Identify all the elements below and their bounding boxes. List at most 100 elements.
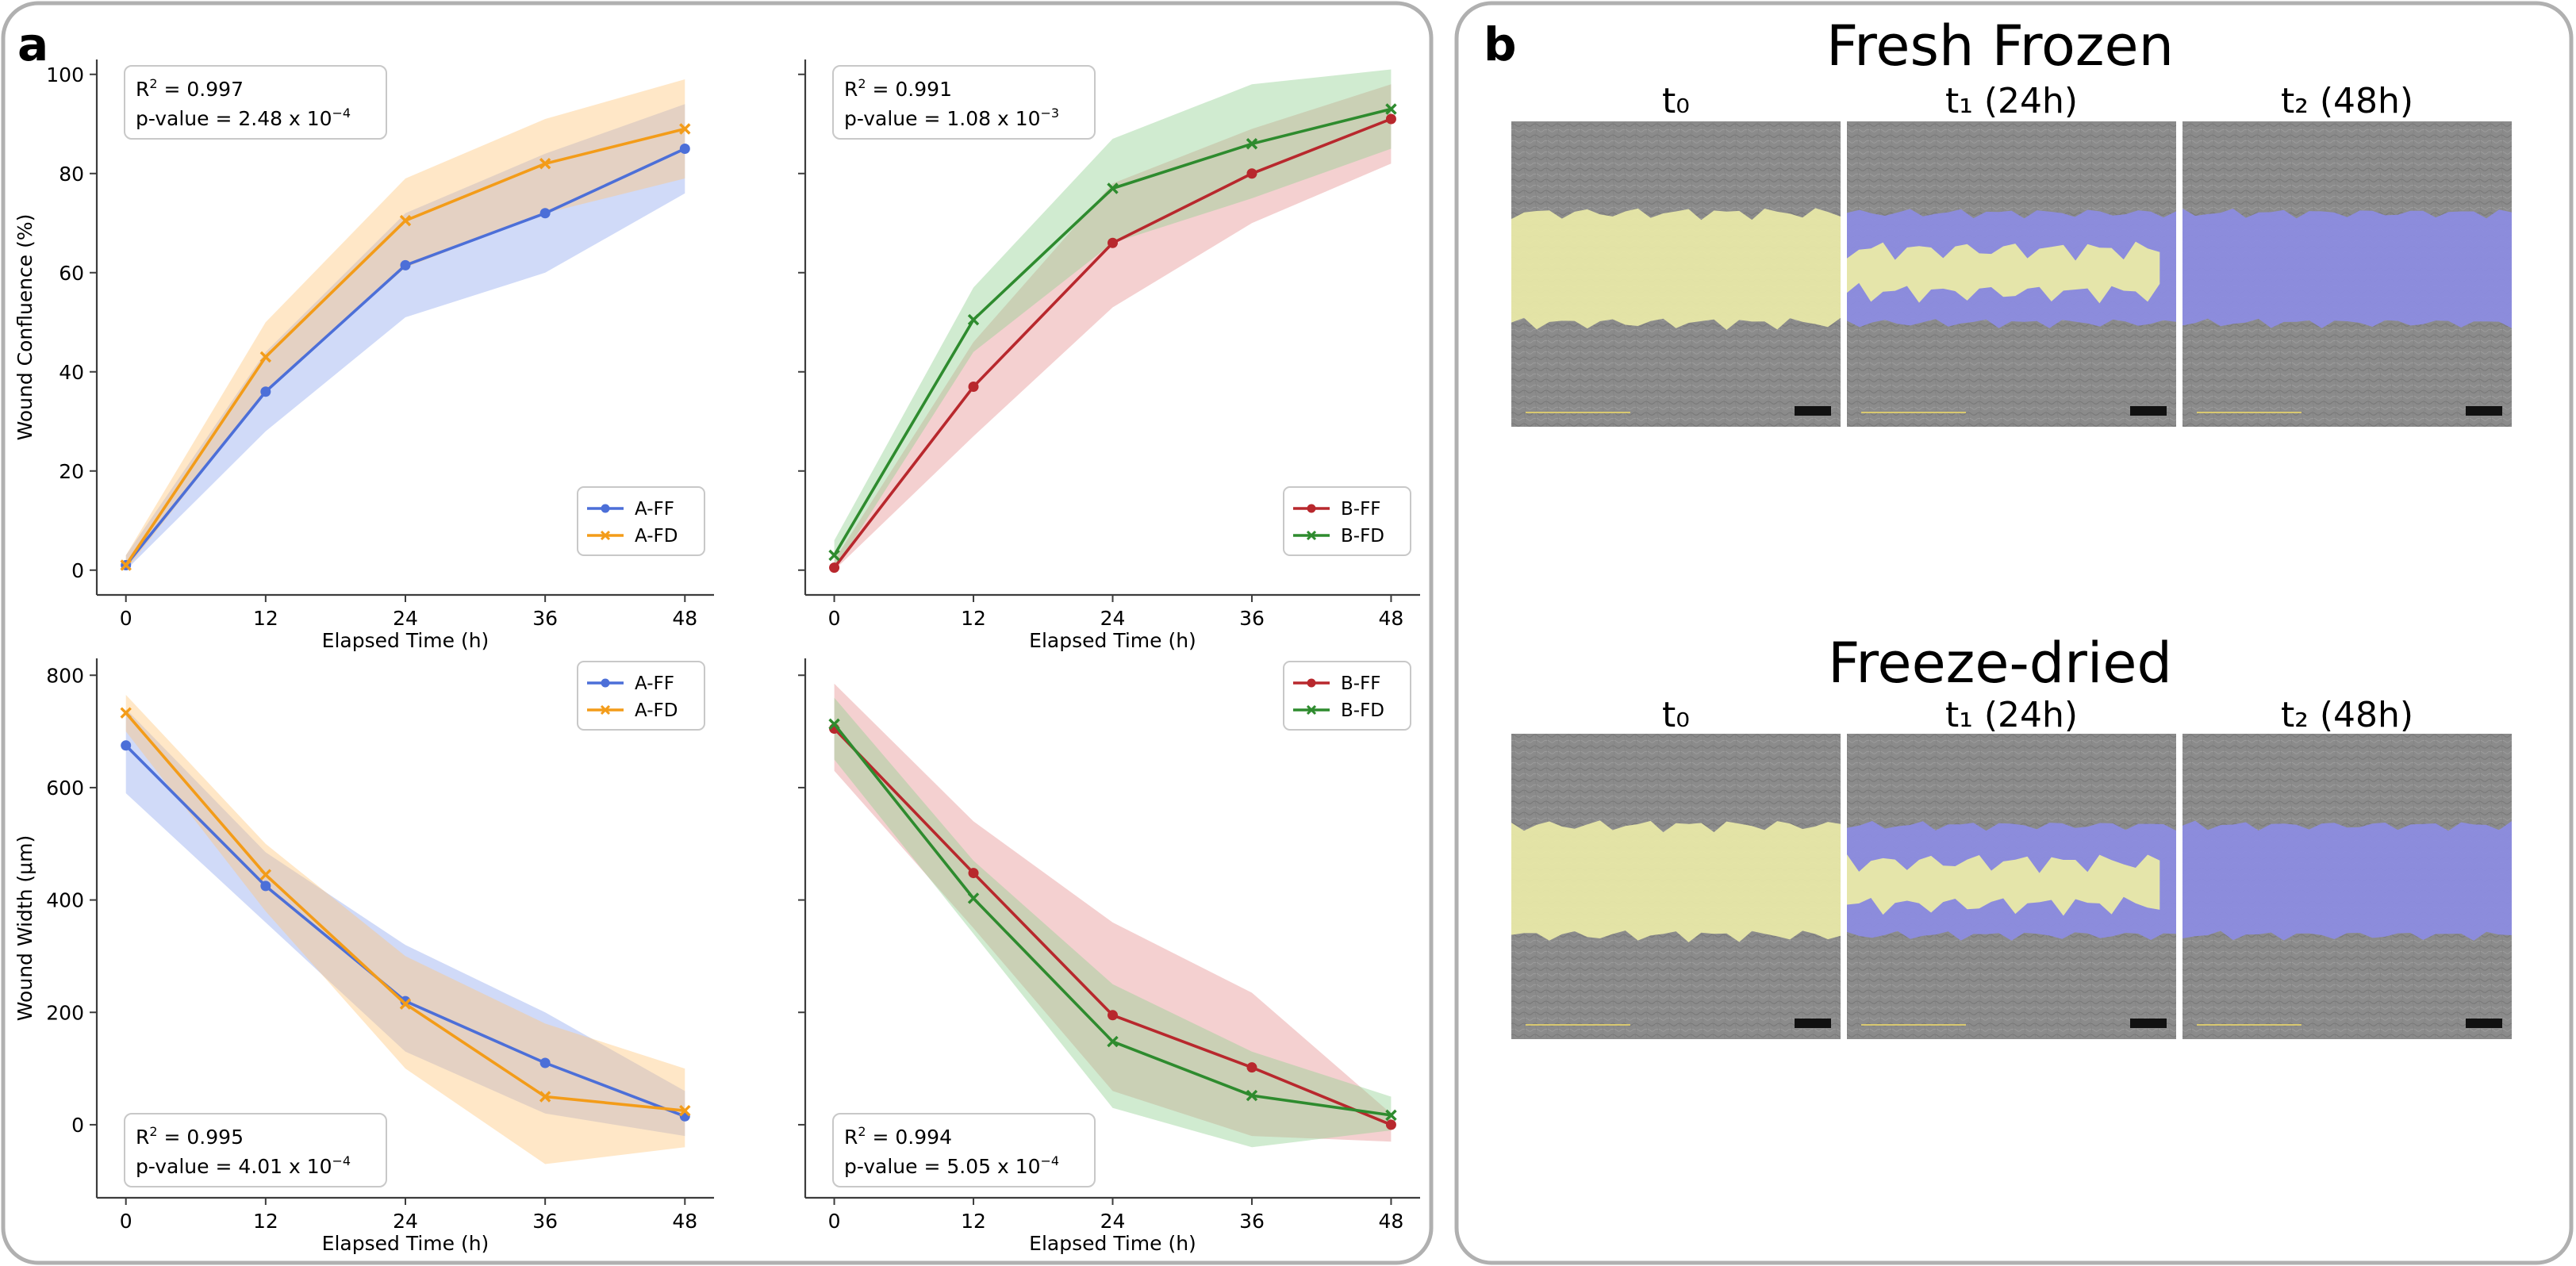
band-B-FF — [834, 683, 1392, 1142]
point-B-FF — [1385, 113, 1396, 125]
x-tick-label: 0 — [828, 607, 841, 630]
point-A-FF — [539, 208, 551, 219]
micrograph-image — [2182, 734, 2512, 1039]
point-B-FD — [1246, 1089, 1258, 1102]
micrograph-image — [2182, 121, 2512, 427]
time-label: t₂ (48h) — [2281, 81, 2413, 121]
point-B-FD — [1385, 103, 1397, 115]
band-A-FD — [125, 695, 685, 1164]
legend-entry-A-FF: A-FF — [635, 673, 674, 694]
point-A-FD — [539, 1091, 551, 1103]
x-tick-label: 0 — [120, 607, 132, 630]
x-tick-label: 24 — [1100, 1210, 1126, 1233]
x-tick-label: 48 — [1379, 607, 1404, 630]
time-label: t₂ (48h) — [2281, 695, 2413, 735]
point-B-FF — [1385, 1119, 1396, 1130]
legend-entry-B-FF: B-FF — [1341, 673, 1381, 694]
micrograph-row-0: Fresh Frozen t₀ t₁ (24h) t₂ (48h) — [1511, 13, 2512, 427]
point-A-FF — [400, 996, 411, 1007]
point-B-FD — [1107, 1035, 1119, 1048]
point-A-FD — [259, 351, 272, 363]
point-B-FD — [1107, 182, 1119, 194]
point-B-FF — [968, 868, 979, 879]
y-tick-label: 20 — [59, 460, 84, 483]
chart-width-A: 0 200 400 600 800 0 12 24 36 48 Elapsed Time (h) Wo… — [13, 658, 714, 1255]
point-A-FD — [259, 869, 272, 880]
stats-annotation: R2 = 0.995 p-value = 4.01 x 10−4 — [124, 1113, 387, 1187]
point-A-FD — [120, 559, 132, 571]
legend-entry-A-FD: A-FD — [635, 526, 678, 547]
y-tick-label: 800 — [46, 664, 84, 687]
micrograph-image — [1847, 734, 2176, 1039]
p-value-text: p-value = 1.08 x 10−3 — [844, 106, 1059, 130]
p-value-text: p-value = 2.48 x 10−4 — [136, 106, 351, 130]
panel-b-label: b — [1484, 17, 1517, 71]
x-tick-label: 12 — [961, 1210, 986, 1233]
band-B-FF — [834, 84, 1392, 570]
r-squared-text: R2 = 0.997 — [136, 76, 244, 101]
stats-annotation: R2 = 0.994 p-value = 5.05 x 10−4 — [832, 1113, 1096, 1187]
y-tick-label: 0 — [71, 559, 84, 582]
x-tick-label: 36 — [532, 607, 558, 630]
point-B-FF — [1108, 237, 1118, 248]
stats-annotation: R2 = 0.991 p-value = 1.08 x 10−3 — [832, 65, 1096, 140]
point-B-FD — [1385, 1109, 1397, 1122]
y-tick-label: 100 — [46, 63, 84, 86]
x-axis-label: Elapsed Time (h) — [322, 1232, 489, 1255]
point-A-FF — [260, 880, 271, 892]
point-B-FF — [1246, 168, 1257, 179]
band-A-FF — [125, 708, 685, 1137]
r-squared-text: R2 = 0.994 — [844, 1124, 952, 1149]
panel-a-label: a — [17, 17, 48, 71]
legend-entry-A-FF: A-FF — [635, 499, 674, 520]
point-B-FD — [1246, 138, 1258, 150]
time-label: t₀ — [1662, 695, 1690, 735]
p-value-text: p-value = 4.01 x 10−4 — [136, 1153, 351, 1178]
point-B-FD — [828, 718, 840, 731]
point-A-FD — [399, 214, 412, 227]
legend-entry-B-FF: B-FF — [1341, 499, 1381, 520]
point-B-FD — [967, 892, 980, 904]
panel-b-frame — [1454, 1, 2574, 1265]
point-B-FD — [828, 549, 840, 562]
x-tick-label: 36 — [1239, 1210, 1265, 1233]
x-tick-label: 48 — [672, 607, 697, 630]
y-tick-label: 40 — [59, 361, 84, 384]
micrograph-image — [1847, 121, 2176, 427]
point-B-FF — [1108, 1010, 1118, 1021]
legend: B-FF B-FD — [1283, 486, 1411, 556]
band-B-FD — [834, 69, 1392, 570]
y-tick-label: 200 — [46, 1001, 84, 1024]
row-title: Fresh Frozen — [1826, 13, 2174, 79]
point-A-FD — [679, 123, 691, 135]
x-axis-label: Elapsed Time (h) — [1029, 629, 1196, 652]
legend-entry-A-FD: A-FD — [635, 700, 678, 721]
point-A-FF — [539, 1057, 551, 1068]
x-tick-label: 24 — [1100, 607, 1126, 630]
y-tick-label: 600 — [46, 777, 84, 800]
x-tick-label: 0 — [828, 1210, 841, 1233]
chart-confluence-B: 0 12 24 36 48 Elapsed Time (h) R2 = 0.991 p-val… — [798, 59, 1420, 652]
y-tick-label: 80 — [59, 163, 84, 186]
y-axis-label: Wound Confluence (%) — [13, 214, 36, 441]
x-tick-label: 48 — [1379, 1210, 1404, 1233]
chart-width-B: 0 12 24 36 48 Elapsed Time (h) R2 = 0.994 p-val… — [798, 658, 1420, 1255]
r-squared-text: R2 = 0.991 — [844, 76, 952, 101]
point-A-FF — [679, 144, 690, 154]
panel-a-frame — [1, 1, 1434, 1265]
band-A-FD — [125, 79, 685, 570]
y-tick-label: 0 — [71, 1114, 84, 1137]
micrograph-row-1: Freeze-dried t₀ t₁ (24h) t₂ (48h) — [1511, 631, 2512, 1039]
point-A-FD — [399, 998, 412, 1010]
legend-entry-B-FD: B-FD — [1341, 526, 1384, 547]
legend: A-FF A-FD — [577, 661, 705, 731]
x-tick-label: 12 — [253, 1210, 278, 1233]
x-tick-label: 24 — [393, 607, 418, 630]
point-B-FF — [968, 382, 979, 392]
point-A-FD — [679, 1105, 691, 1117]
x-axis-label: Elapsed Time (h) — [322, 629, 489, 652]
panel-a-charts: 0 20 40 60 80 100 0 12 24 36 48 Elapsed Time (h) Wou… — [13, 59, 1420, 1255]
chart-confluence-A: 0 20 40 60 80 100 0 12 24 36 48 Elapsed Time (h) Wou… — [13, 59, 714, 652]
point-A-FF — [400, 259, 411, 270]
